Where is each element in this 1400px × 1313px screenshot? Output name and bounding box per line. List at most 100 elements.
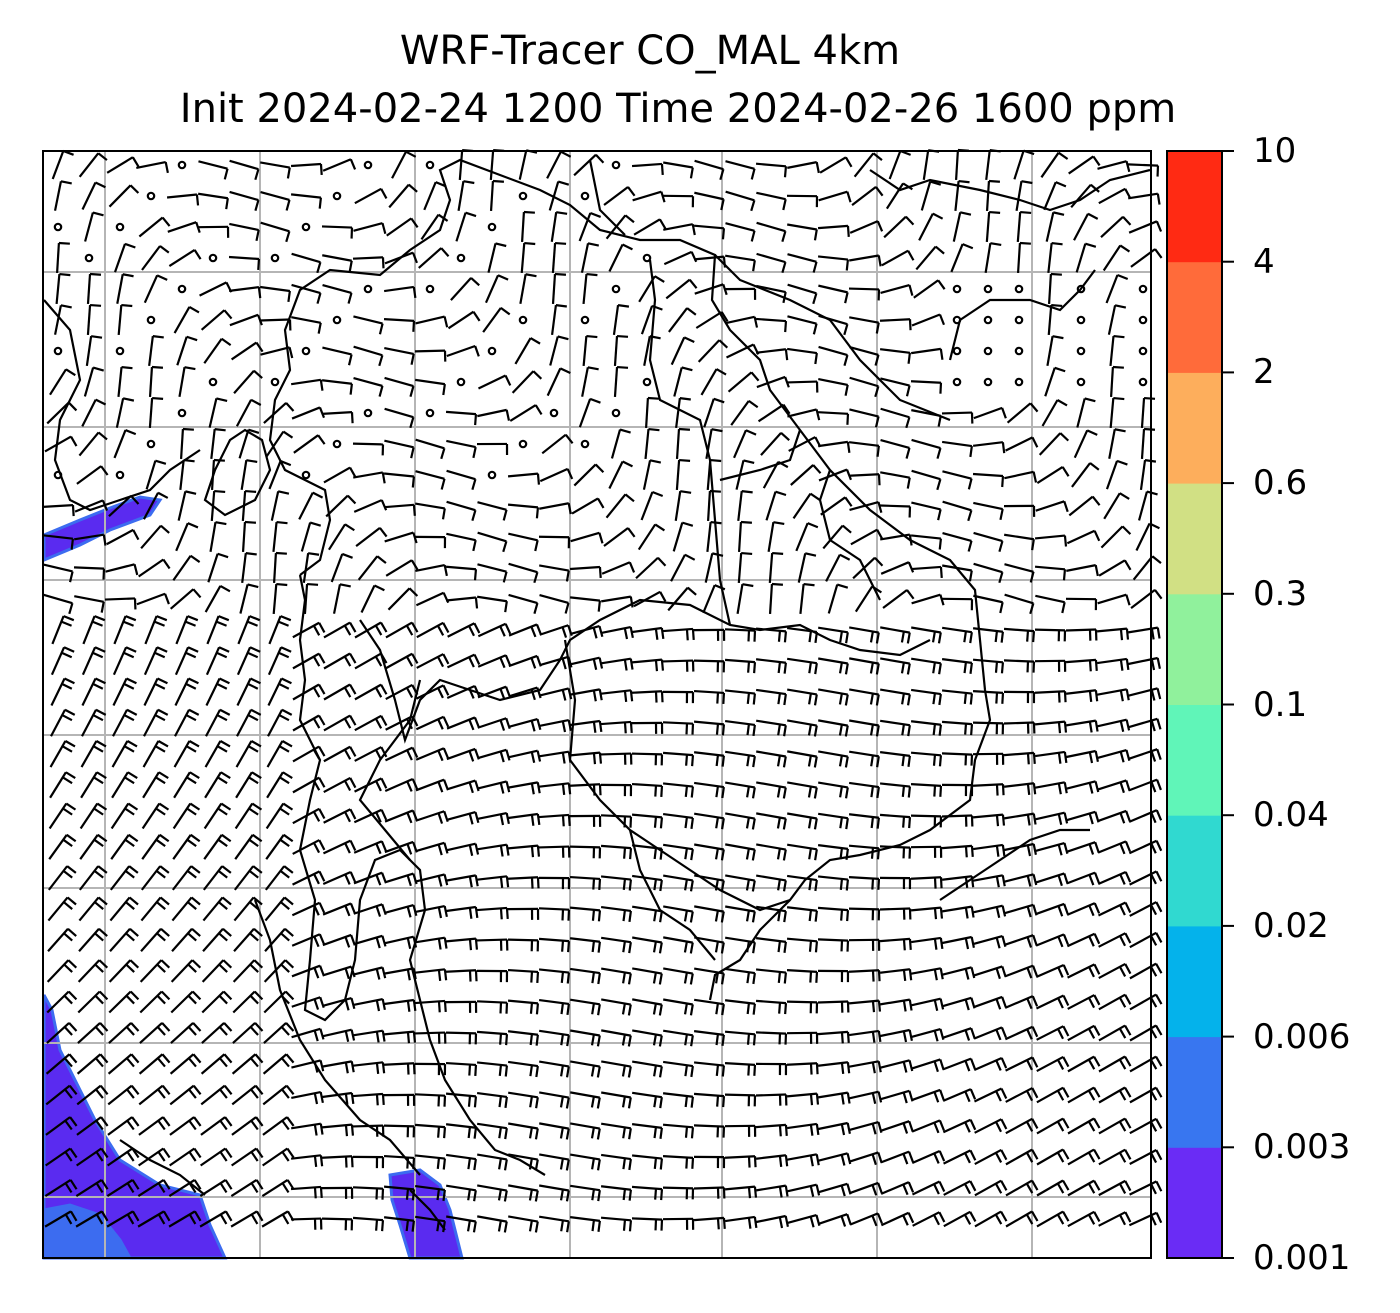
wind-barb (952, 211, 972, 242)
wind-barb (913, 279, 946, 299)
wind-barb (143, 677, 168, 706)
wind-barb (241, 552, 257, 584)
wind-barb (231, 1053, 264, 1075)
wind-barb (477, 811, 510, 826)
wind-barb (207, 552, 229, 583)
wind-barb (818, 781, 849, 799)
wind-barb (76, 1084, 109, 1106)
wind-barb (384, 746, 419, 762)
wind-barb (756, 905, 787, 923)
wind-barb (241, 520, 257, 553)
wind-barb (570, 1184, 601, 1202)
wind-barb (200, 1116, 233, 1136)
wind-barb (786, 1000, 819, 1014)
wind-barb (138, 558, 171, 578)
wind-barb (725, 874, 756, 892)
wind-barb (1097, 688, 1130, 702)
wind-barb (199, 1178, 233, 1198)
wind-barb (177, 490, 197, 521)
wind-barb (210, 458, 225, 491)
wind-barb (601, 657, 634, 671)
wind-barb (322, 933, 356, 948)
wind-barb (1102, 244, 1131, 272)
wind-barb (1035, 594, 1066, 614)
wind-barb (148, 365, 164, 398)
wind-barb (662, 1155, 695, 1169)
wind-barb (570, 1060, 601, 1078)
wind-barb (291, 316, 322, 334)
wind-barb (1004, 934, 1038, 948)
wind-barb (237, 615, 261, 645)
colorbar-segment (1167, 1147, 1222, 1259)
wind-barb (47, 865, 77, 891)
wind-barb (48, 802, 77, 830)
wind-barb (1098, 1024, 1132, 1042)
wind-barb (384, 935, 418, 950)
wind-barb (818, 1213, 852, 1227)
wind-barb (724, 1124, 757, 1137)
wind-barb (235, 740, 262, 768)
wind-barb (477, 622, 512, 638)
wind-barb (973, 904, 1007, 918)
wind-barb (539, 750, 572, 764)
wind-barb (383, 1154, 416, 1169)
wind-barb (228, 286, 262, 299)
wind-barb (415, 438, 446, 460)
wind-barb (911, 1149, 946, 1165)
wind-barb (77, 959, 109, 983)
wind-barb (292, 652, 326, 670)
wind-barb (787, 253, 818, 273)
wind-barb (81, 398, 107, 427)
wind-barb (169, 1084, 202, 1106)
wind-barb (695, 311, 729, 329)
wind-barb (477, 654, 512, 669)
wind-barb (415, 936, 448, 950)
wind-barb (385, 683, 419, 701)
wind-barb (910, 906, 944, 920)
wind-barb (423, 181, 447, 211)
wind-barb (879, 876, 912, 890)
wind-barb (261, 1178, 295, 1198)
wind-barb (290, 193, 323, 209)
wind-barb (231, 1147, 264, 1167)
wind-barb (267, 708, 293, 737)
wind-barb (106, 156, 140, 174)
wind-barb (848, 876, 881, 890)
wind-barb (1098, 932, 1132, 948)
wind-barb (1004, 1025, 1039, 1041)
wind-barb (539, 1184, 570, 1202)
wind-barb (357, 555, 387, 581)
wind-barb (726, 343, 760, 359)
wind-barb (879, 937, 912, 951)
wind-barb (140, 927, 170, 952)
wind-barb (137, 1210, 171, 1228)
wind-barb (570, 656, 604, 671)
wind-barb (1098, 1117, 1132, 1135)
wind-barb (911, 1058, 945, 1073)
wind-barb (755, 1062, 788, 1076)
wind-barb (1067, 1179, 1101, 1197)
figure-title: WRF-Tracer CO_MAL 4km (399, 28, 901, 74)
wind-barb (849, 345, 880, 366)
wind-barb (507, 999, 540, 1015)
wind-barb (910, 720, 942, 736)
wind-barb (508, 781, 541, 795)
colorbar-tick-label: 4 (1253, 241, 1275, 282)
wind-barb (539, 1060, 570, 1078)
wind-barb (74, 499, 109, 513)
wind-barb (104, 597, 137, 610)
wind-barb (322, 902, 357, 917)
wind-barb (883, 215, 915, 239)
wind-barb (631, 874, 663, 892)
wind-barb (755, 627, 788, 643)
wind-barb (1128, 626, 1161, 640)
wind-barb (693, 781, 725, 799)
wind-barb (665, 278, 698, 300)
wind-barb (817, 411, 850, 425)
wind-barb (168, 1210, 202, 1228)
wind-barb (787, 657, 818, 675)
wind-barb (569, 751, 603, 765)
wind-barb (263, 959, 295, 983)
wind-barb (817, 844, 849, 860)
wind-barb (755, 348, 789, 361)
